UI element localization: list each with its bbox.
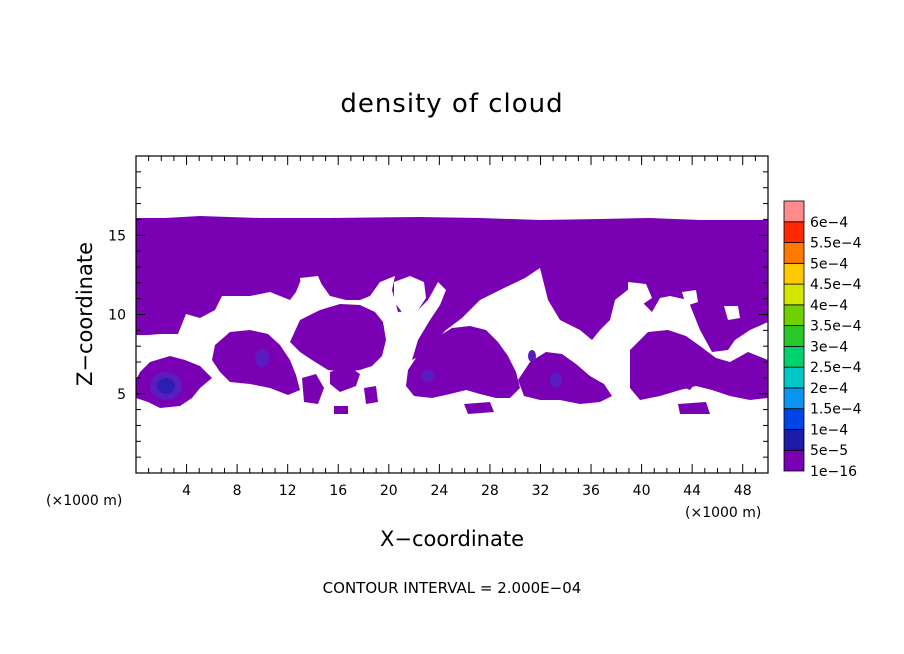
x-axis-label: X−coordinate (380, 527, 524, 551)
cloud-region-center (406, 326, 520, 398)
colorbar-label: 2e−4 (810, 381, 848, 397)
x-tick-label: 20 (380, 483, 398, 499)
colorbar-swatch (783, 200, 805, 223)
colorbar-label: 6e−4 (810, 215, 848, 231)
colorbar-label: 2.5e−4 (810, 360, 862, 376)
x-tick-label: 4 (182, 483, 191, 499)
cloud-gap-1 (394, 276, 426, 312)
cloud-region-center-right (518, 352, 612, 404)
y-tick-label: 10 (108, 308, 126, 324)
colorbar: 1e−16 5e−5 1e−4 1.5e−4 2e−4 2.5e−4 3e−4 3.5e−4 4… (783, 200, 862, 480)
cloud-gap-2 (300, 276, 324, 302)
x-unit-label: (×1000 m) (685, 505, 761, 521)
colorbar-swatch (783, 242, 805, 264)
cloud-dense-spot-1b (157, 378, 175, 394)
z-unit-label: (×1000 m) (46, 493, 122, 509)
colorbar-swatch (783, 262, 805, 285)
cloud-fragment-1 (330, 366, 360, 392)
x-tick-label: 24 (430, 483, 448, 499)
colorbar-label: 5e−5 (810, 443, 848, 459)
cloud-dense-spot-5 (528, 350, 536, 362)
cloud-field (136, 216, 768, 414)
cloud-fragment-7 (680, 366, 698, 390)
colorbar-swatch (783, 408, 805, 430)
y-tick-label: 15 (108, 228, 126, 244)
cloud-fragment-3 (364, 386, 378, 404)
cloud-dense-spot-3 (421, 370, 435, 382)
colorbar-label: 1e−4 (810, 422, 848, 438)
cloud-dense-spot-4 (550, 372, 562, 388)
colorbar-label: 3.5e−4 (810, 319, 862, 335)
colorbar-label: 3e−4 (810, 339, 848, 355)
colorbar-swatch (783, 345, 805, 368)
cloud-gap-3 (628, 282, 652, 306)
colorbar-swatch (783, 366, 805, 389)
x-tick-label: 48 (734, 483, 752, 499)
cloud-fragment-5 (678, 402, 710, 414)
colorbar-swatch (783, 387, 805, 410)
x-tick-label: 40 (633, 483, 651, 499)
cloud-region-center-left (290, 304, 386, 372)
contour-interval-note: CONTOUR INTERVAL = 2.000E−04 (323, 579, 582, 597)
colorbar-label: 4e−4 (810, 298, 848, 314)
cloud-gap-6 (724, 306, 740, 320)
colorbar-label: 1.5e−4 (810, 402, 862, 418)
x-tick-label: 8 (233, 483, 242, 499)
cloud-fragment-6 (334, 406, 348, 414)
y-tick-label: 5 (117, 387, 126, 403)
colorbar-swatch (783, 449, 805, 472)
colorbar-swatch (783, 325, 805, 347)
cloud-fragment-2 (302, 374, 324, 404)
colorbar-swatch (783, 221, 805, 243)
cloud-dense-spot-2 (255, 349, 269, 367)
x-tick-label: 16 (329, 483, 347, 499)
x-tick-label: 28 (481, 483, 499, 499)
chart-title: density of cloud (340, 89, 563, 119)
y-tick-labels: 5 10 15 (108, 228, 126, 403)
colorbar-label: 5.5e−4 (810, 236, 862, 252)
colorbar-label: 5e−4 (810, 256, 848, 272)
cloud-gap-4 (682, 290, 698, 306)
x-tick-labels: 4 8 12 16 20 24 28 32 36 40 44 48 (182, 483, 752, 499)
cloud-region-upper (136, 216, 768, 360)
colorbar-swatch (783, 283, 805, 306)
x-tick-label: 36 (582, 483, 600, 499)
colorbar-label: 1e−16 (810, 464, 857, 480)
axis-ticks (136, 156, 768, 473)
x-tick-label: 44 (683, 483, 701, 499)
cloud-fragment-4 (464, 402, 494, 414)
cloud-gap-5 (500, 294, 528, 330)
x-tick-label: 12 (279, 483, 297, 499)
x-tick-label: 32 (532, 483, 550, 499)
y-axis-label: Z−coordinate (73, 242, 97, 386)
cloud-region-right (630, 330, 768, 400)
colorbar-swatch (783, 304, 805, 327)
colorbar-swatch (783, 429, 805, 451)
colorbar-label: 4.5e−4 (810, 277, 862, 293)
